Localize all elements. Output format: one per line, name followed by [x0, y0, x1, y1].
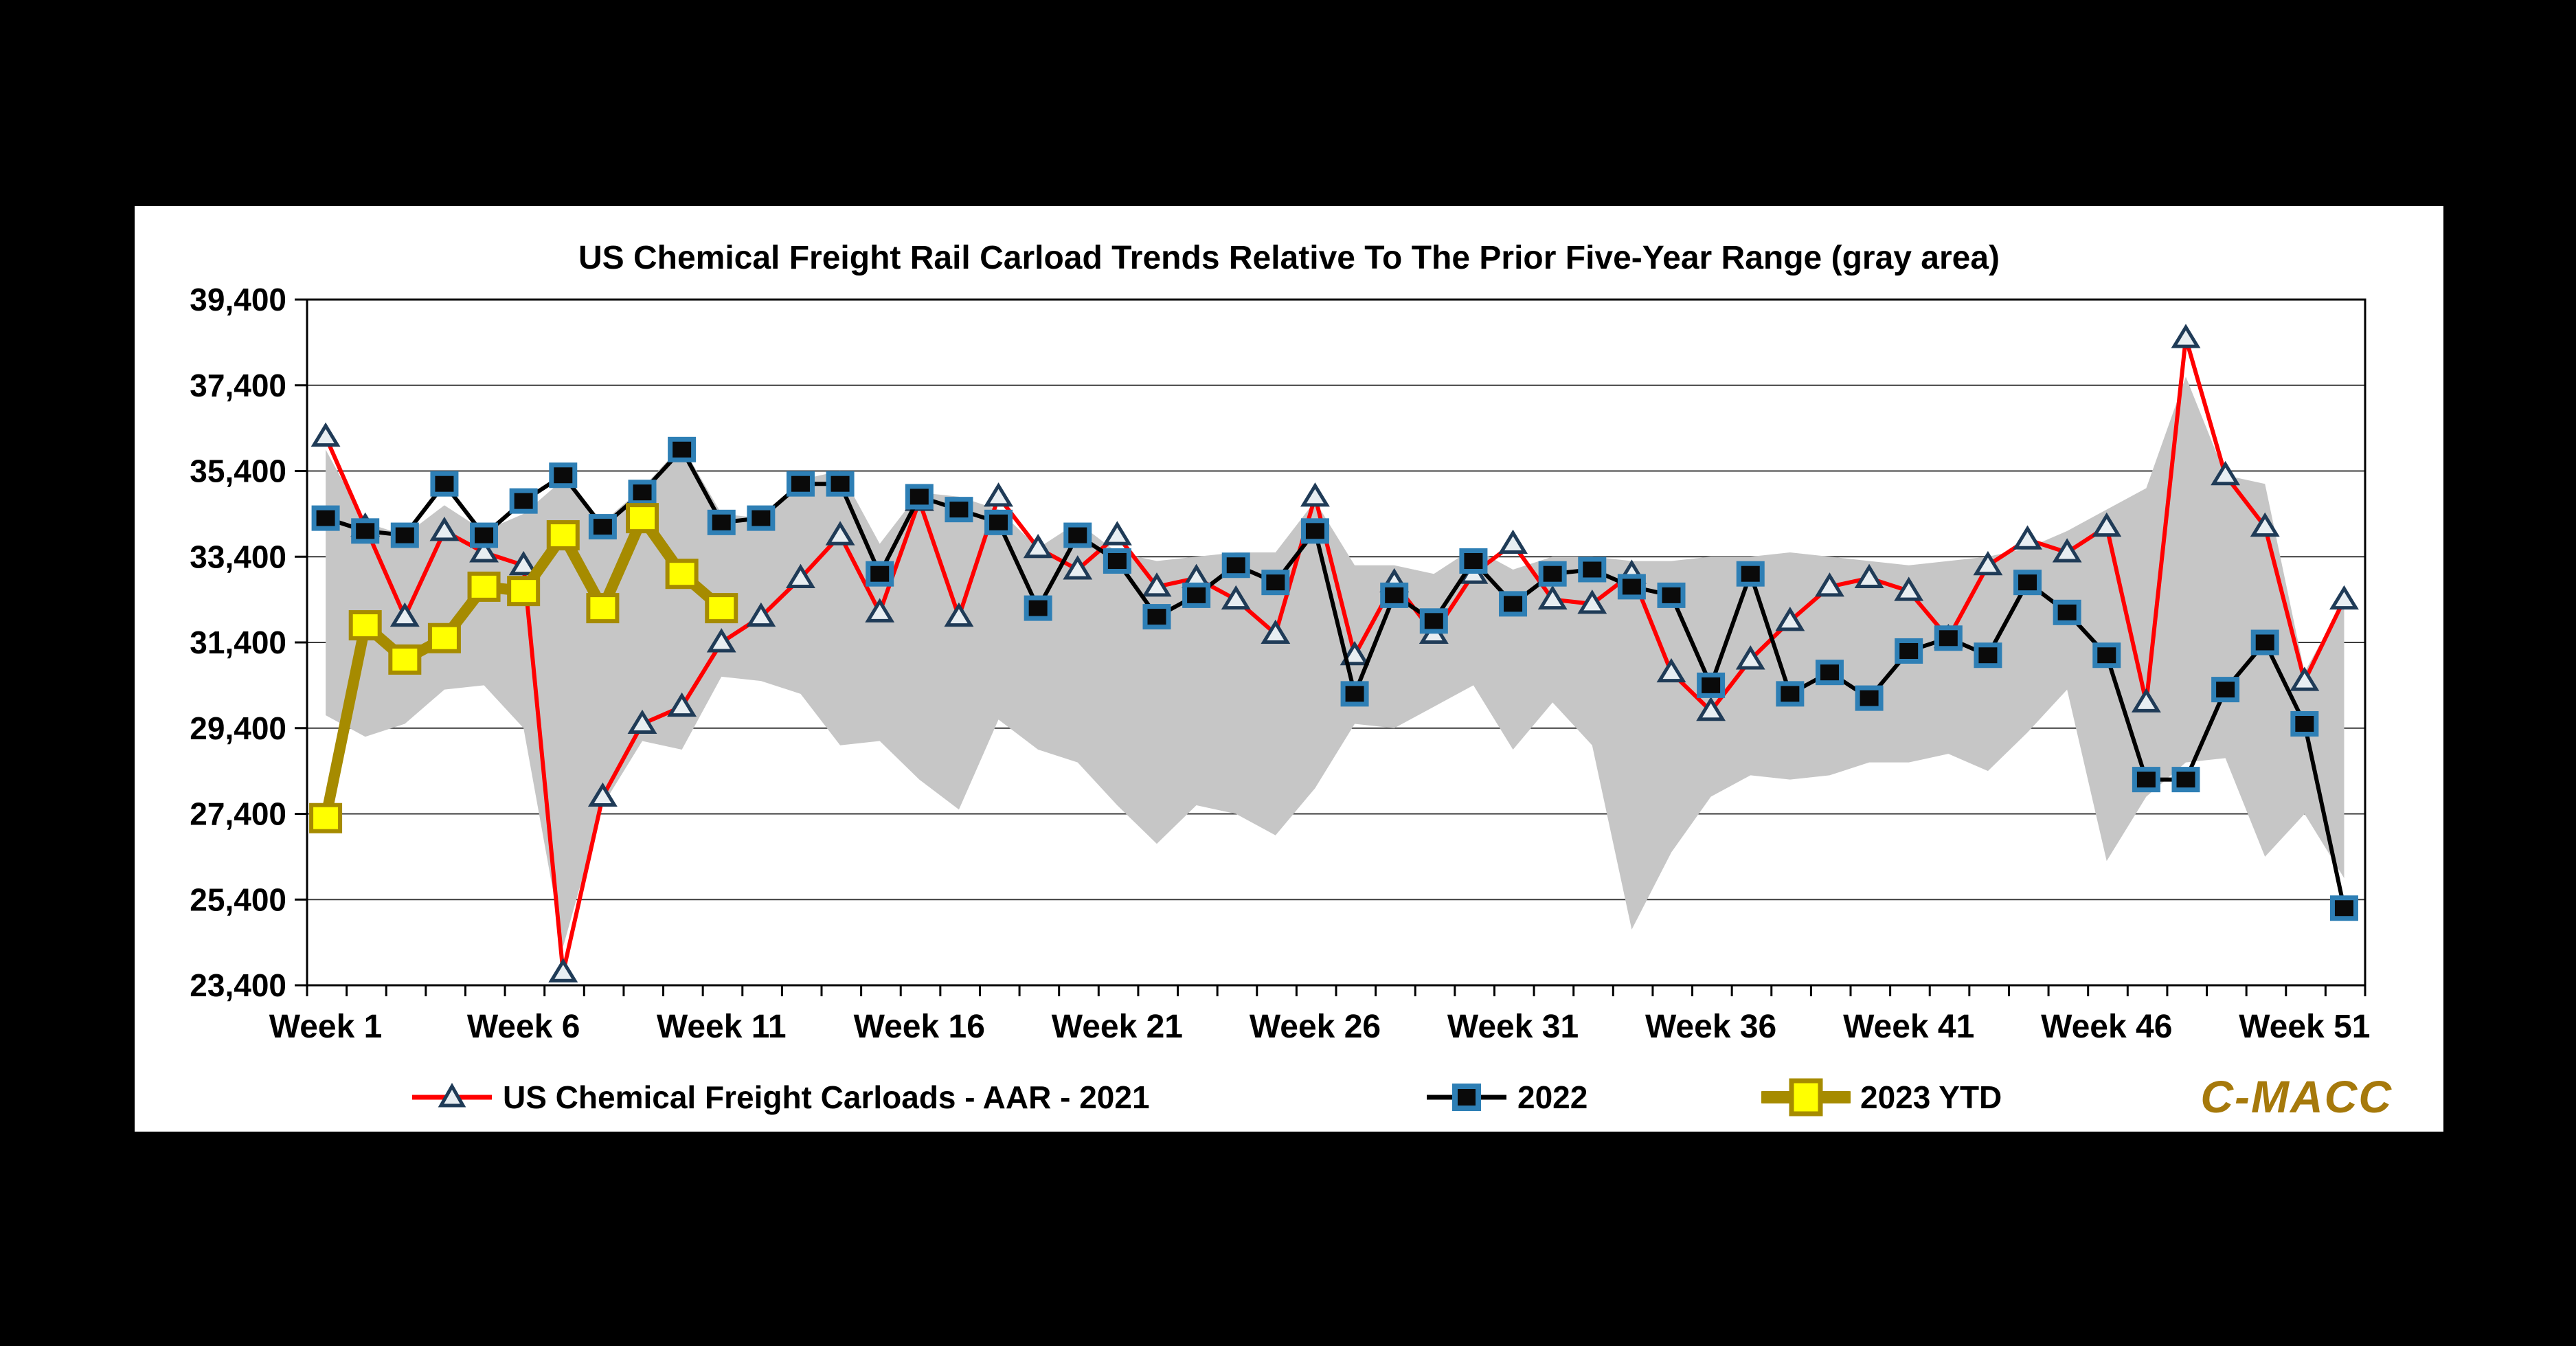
legend-label-2022: 2022	[1517, 1079, 1588, 1115]
svg-text:31,400: 31,400	[190, 625, 286, 660]
chart-title: US Chemical Freight Rail Carload Trends …	[578, 240, 2000, 276]
svg-text:Week 6: Week 6	[467, 1009, 580, 1045]
svg-text:Week 31: Week 31	[1447, 1009, 1579, 1045]
svg-text:37,400: 37,400	[190, 368, 286, 403]
legend-item-2022: 2022	[1425, 1073, 1588, 1121]
svg-text:Week 16: Week 16	[854, 1009, 985, 1045]
svg-text:Week 26: Week 26	[1250, 1009, 1381, 1045]
chart-plot: 23,400 25,400 27,400 29,400 31,400 33,400 35,4…	[190, 282, 2370, 1045]
legend-marker-2021-triangle-icon	[412, 1082, 492, 1108]
svg-text:23,400: 23,400	[190, 967, 286, 1003]
svg-text:39,400: 39,400	[190, 282, 286, 317]
legend-label-2021: US Chemical Freight Carloads - AAR - 202…	[503, 1079, 1150, 1115]
legend-label-2023: 2023 YTD	[1860, 1079, 2002, 1115]
cmacc-logo: C-MACC	[2200, 1071, 2393, 1122]
legend-item-2021: US Chemical Freight Carloads - AAR - 202…	[411, 1073, 1150, 1121]
svg-text:Week 21: Week 21	[1052, 1009, 1183, 1045]
svg-text:25,400: 25,400	[190, 882, 286, 917]
svg-text:Week 51: Week 51	[2239, 1009, 2370, 1045]
svg-text:Week 36: Week 36	[1645, 1009, 1776, 1045]
svg-text:29,400: 29,400	[190, 710, 286, 746]
svg-text:Week 41: Week 41	[1843, 1009, 1974, 1045]
svg-text:Week 46: Week 46	[2041, 1009, 2172, 1045]
legend-marker-2022-square-icon	[1427, 1084, 1506, 1111]
svg-text:33,400: 33,400	[190, 539, 286, 574]
svg-text:Week 11: Week 11	[657, 1009, 787, 1045]
chart-panel: 23,400 25,400 27,400 29,400 31,400 33,400 35,4…	[135, 206, 2443, 1132]
svg-text:35,400: 35,400	[190, 453, 286, 489]
svg-text:27,400: 27,400	[190, 796, 286, 832]
svg-text:Week 1: Week 1	[269, 1009, 383, 1045]
legend-item-2023: 2023 YTD	[1761, 1073, 2002, 1121]
legend-marker-2023-square-icon	[1761, 1078, 1851, 1117]
